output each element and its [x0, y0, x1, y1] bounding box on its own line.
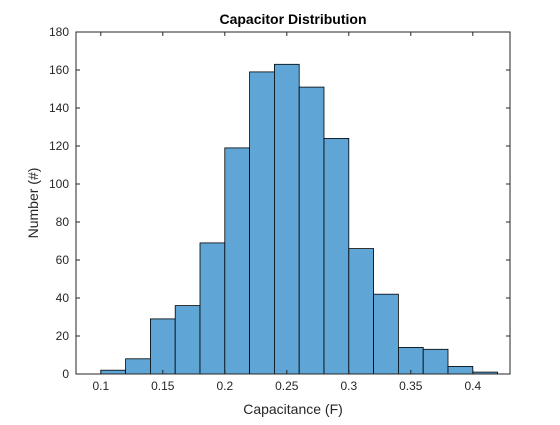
- histogram-bar: [149, 318, 176, 375]
- y-tick-label: 20: [56, 329, 70, 343]
- histogram-bar: [397, 346, 424, 375]
- y-axis-label: Number (#): [25, 168, 41, 239]
- histogram-bar: [422, 348, 449, 375]
- y-tick-label: 80: [56, 215, 70, 229]
- x-tick-label: 0.15: [151, 379, 175, 393]
- histogram-bar: [224, 147, 251, 375]
- histogram-bar: [174, 305, 201, 375]
- y-tick-label: 40: [56, 291, 70, 305]
- y-tick-label: 100: [49, 177, 69, 191]
- y-ticks: 0 20 40 60 80 100 120 140 160 180: [49, 25, 510, 381]
- histogram-bar: [323, 137, 350, 375]
- histogram-bar: [249, 71, 275, 375]
- histogram-bar: [373, 293, 399, 375]
- histogram-bar: [273, 63, 300, 375]
- histogram-bar: [199, 242, 226, 375]
- histogram-bar: [125, 358, 151, 375]
- x-ticks: 0.1 0.15 0.2 0.25 0.3 0.35 0.4: [92, 32, 481, 393]
- y-tick-label: 60: [56, 253, 70, 267]
- histogram-bar: [298, 86, 325, 375]
- chart-title: Capacitor Distribution: [219, 11, 366, 27]
- x-tick-label: 0.4: [464, 379, 481, 393]
- axes-box: [75, 31, 511, 375]
- x-tick-label: 0.1: [92, 379, 109, 393]
- y-tick-label: 120: [49, 139, 69, 153]
- histogram-bar: [447, 365, 474, 375]
- y-tick-label: 0: [62, 367, 69, 381]
- x-tick-label: 0.2: [216, 379, 233, 393]
- x-tick-label: 0.35: [399, 379, 423, 393]
- bars: [100, 63, 498, 375]
- y-tick-label: 180: [49, 25, 69, 39]
- y-tick-label: 160: [49, 63, 69, 77]
- x-axis-label: Capacitance (F): [243, 401, 343, 417]
- x-tick-label: 0.3: [340, 379, 357, 393]
- x-tick-label: 0.25: [275, 379, 299, 393]
- y-tick-label: 140: [49, 101, 69, 115]
- histogram-bar: [348, 248, 374, 375]
- histogram-bar: [100, 369, 127, 375]
